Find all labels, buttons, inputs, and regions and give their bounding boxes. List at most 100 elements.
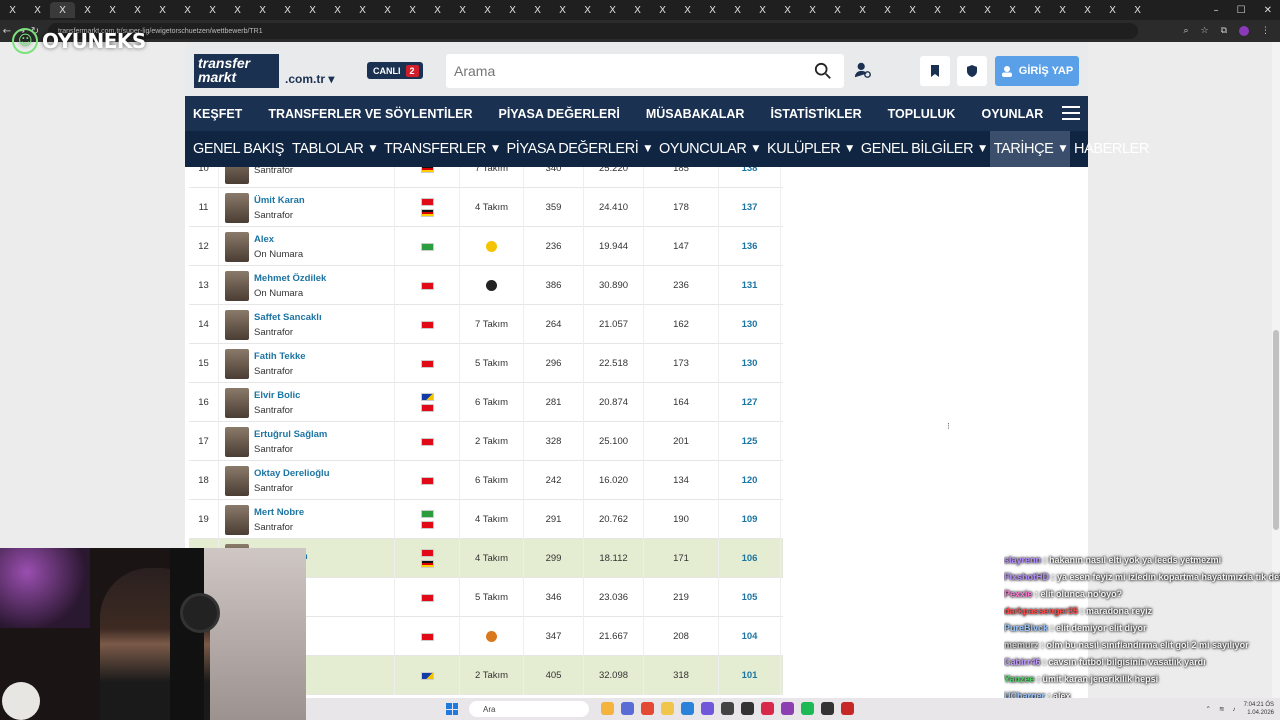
browser-tab[interactable]: X — [384, 4, 391, 16]
app-red-icon[interactable] — [761, 702, 774, 715]
twitch-icon[interactable] — [781, 702, 794, 715]
user-search-icon[interactable] — [849, 56, 877, 84]
club-count-link[interactable]: 7 Takım — [474, 319, 509, 330]
player-name-link[interactable]: Mehmet Özdilek — [254, 272, 327, 284]
flag-tr-icon[interactable] — [420, 281, 434, 290]
browser-tab[interactable]: X — [884, 4, 891, 16]
tray-chevron-icon[interactable]: ⌃ — [1205, 706, 1211, 713]
chat-username[interactable]: Cabirr46 — [1004, 657, 1041, 667]
browser-tab[interactable]: X — [759, 4, 766, 16]
chat-username[interactable]: FixshotHD — [1004, 572, 1049, 582]
profile-avatar[interactable] — [1239, 26, 1249, 36]
folder-icon[interactable] — [661, 702, 674, 715]
club-count-link[interactable]: 2 Takım — [474, 670, 509, 681]
scrollbar-thumb[interactable] — [1273, 330, 1279, 530]
player-name-link[interactable]: Elvir Bolic — [254, 389, 301, 401]
flag-tr-icon[interactable] — [420, 437, 434, 446]
browser-tab[interactable]: X — [609, 4, 616, 16]
flag-de-icon[interactable] — [420, 560, 434, 568]
terminal-icon[interactable] — [821, 702, 834, 715]
transfermarkt-logo[interactable]: transfer markt — [194, 54, 279, 88]
app-icon[interactable] — [741, 702, 754, 715]
obs-icon[interactable] — [701, 702, 714, 715]
main-nav-item[interactable]: TOPLULUK — [887, 106, 956, 121]
spotify-icon[interactable] — [801, 702, 814, 715]
browser-tab[interactable]: X — [259, 4, 266, 16]
browser-tab[interactable]: X — [1109, 4, 1116, 16]
browser-tab[interactable]: X — [1009, 4, 1016, 16]
club-count-link[interactable]: 6 Takım — [474, 475, 509, 486]
browser-tab[interactable]: X — [434, 4, 441, 16]
browser-tab[interactable]: X — [859, 4, 866, 16]
main-nav-item[interactable]: TRANSFERLER VE SÖYLENTİLER — [268, 106, 473, 121]
sub-nav-item[interactable]: HABERLER — [1070, 131, 1153, 167]
goals-cell[interactable]: 125 — [719, 422, 781, 461]
flag-tr-icon[interactable] — [420, 521, 434, 529]
browser-tab[interactable]: X — [734, 4, 741, 16]
club-crest-icon[interactable] — [486, 241, 497, 252]
goals-cell[interactable]: 109 — [719, 500, 781, 539]
steam-icon[interactable] — [721, 702, 734, 715]
browser-tab[interactable]: X — [784, 4, 791, 16]
maximize-icon[interactable]: ☐ — [1236, 4, 1246, 16]
flag-tr-icon[interactable] — [420, 359, 434, 368]
main-nav-item[interactable]: OYUNLAR — [981, 106, 1044, 121]
taskbar-search[interactable]: Ara — [469, 701, 589, 717]
goals-cell[interactable]: 131 — [719, 266, 781, 305]
flag-br-icon[interactable] — [420, 242, 434, 251]
player-name-link[interactable]: Ümit Karan — [254, 194, 305, 206]
player-photo[interactable] — [225, 348, 249, 379]
player-photo[interactable] — [225, 465, 249, 496]
browser-tab[interactable]: X — [50, 2, 75, 18]
player-photo[interactable] — [225, 167, 249, 184]
main-nav-item[interactable]: MÜSABAKALAR — [645, 106, 745, 121]
player-name-link[interactable]: Oktay Derelioğlu — [254, 467, 330, 479]
live-button[interactable]: CANLI 2 — [367, 62, 423, 79]
browser-menu-icon[interactable]: ⋮ — [1261, 26, 1270, 36]
player-photo[interactable] — [225, 426, 249, 457]
goals-cell[interactable]: 130 — [719, 305, 781, 344]
zoom-icon[interactable]: ⌕ — [1183, 26, 1189, 36]
browser-tab[interactable]: X — [809, 4, 816, 16]
browser-tab[interactable]: X — [309, 4, 316, 16]
player-photo[interactable] — [225, 231, 249, 262]
browser-tab[interactable]: X — [84, 4, 91, 16]
goals-cell[interactable]: 104 — [719, 617, 781, 656]
sub-nav-item[interactable]: PİYASA DEĞERLERİ ▼ — [502, 131, 654, 167]
flag-br-icon[interactable] — [420, 510, 434, 518]
goals-cell[interactable]: 127 — [719, 383, 781, 422]
player-photo[interactable] — [225, 387, 249, 418]
club-count-link[interactable]: 5 Takım — [474, 592, 509, 603]
domain-selector[interactable]: .com.tr ▾ — [285, 72, 335, 86]
browser-tab[interactable]: X — [484, 4, 491, 16]
windows-start-icon[interactable] — [446, 703, 458, 715]
club-count-link[interactable]: 7 Takım — [474, 167, 509, 174]
browser-tab[interactable]: X — [284, 4, 291, 16]
sub-nav-item[interactable]: KULÜPLER ▼ — [763, 131, 857, 167]
browser-tab[interactable]: X — [359, 4, 366, 16]
flag-ba-icon[interactable] — [420, 671, 434, 680]
browser-tab[interactable]: X — [984, 4, 991, 16]
browser-tab[interactable]: X — [159, 4, 166, 16]
club-count-link[interactable]: 4 Takım — [474, 202, 509, 213]
browser-tab[interactable]: X — [684, 4, 691, 16]
club-count-link[interactable]: 6 Takım — [474, 397, 509, 408]
goals-cell[interactable]: 120 — [719, 461, 781, 500]
main-nav-item[interactable]: İSTATİSTİKLER — [770, 106, 862, 121]
player-name-link[interactable]: Alex — [254, 233, 275, 245]
browser-tab[interactable]: X — [634, 4, 641, 16]
flag-tr-icon[interactable] — [420, 549, 434, 557]
chat-username[interactable]: Pexxie — [1004, 589, 1033, 599]
bookmark-star-icon[interactable]: ☆ — [1200, 26, 1209, 36]
flag-de-icon[interactable] — [420, 209, 434, 217]
browser-tab[interactable]: X — [559, 4, 566, 16]
browser-tab[interactable]: X — [1134, 4, 1141, 16]
edge-icon[interactable] — [681, 702, 694, 715]
browser-tab[interactable]: X — [409, 4, 416, 16]
reload-icon[interactable]: ↻ — [30, 25, 40, 37]
player-photo[interactable] — [225, 192, 249, 223]
flag-tr-icon[interactable] — [420, 593, 434, 602]
goals-cell[interactable]: 130 — [719, 344, 781, 383]
club-count-link[interactable]: 4 Takım — [474, 553, 509, 564]
watchlist-button[interactable] — [920, 56, 950, 86]
